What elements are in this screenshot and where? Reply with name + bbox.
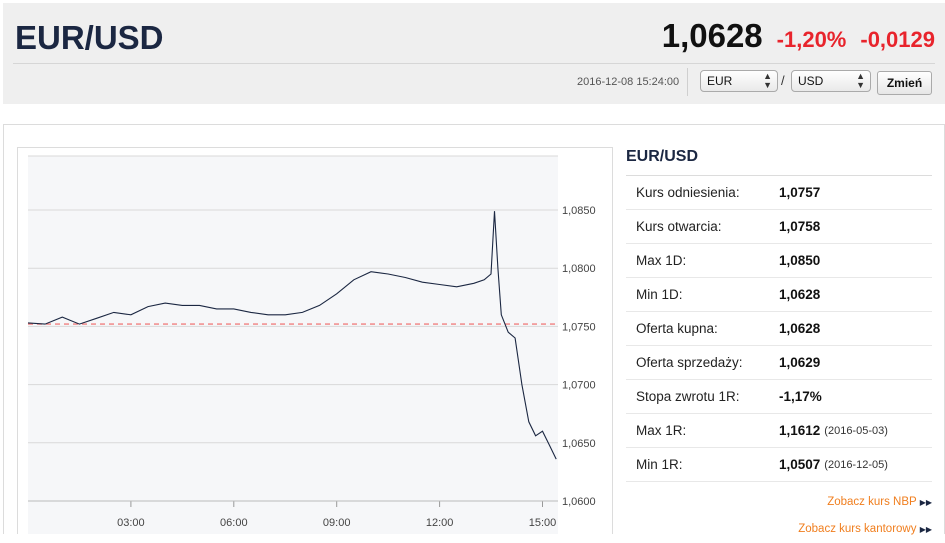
from-currency-value: EUR [707, 74, 733, 88]
y-tick-label: 1,0800 [562, 263, 596, 275]
y-tick-label: 1,0850 [562, 205, 596, 217]
header-divider [13, 63, 935, 64]
stats-date: (2016-12-05) [824, 458, 888, 471]
kantor-link-label: Zobacz kurs kantorowy [798, 523, 917, 535]
stats-value: 1,0758 [779, 219, 821, 234]
y-tick-label: 1,0750 [562, 321, 596, 333]
stats-row: Max 1D: 1,0850 [626, 244, 932, 278]
stats-row: Kurs odniesienia: 1,0757 [626, 176, 932, 210]
double-arrow-icon: ▶▶ [919, 525, 932, 534]
change-percent: -1,20% [776, 27, 847, 52]
to-currency-value: USD [798, 74, 824, 88]
stats-label: Min 1R: [636, 457, 683, 472]
stats-label: Min 1D: [636, 287, 683, 302]
stats-row: Stopa zwrotu 1R: -1,17% [626, 380, 932, 414]
stats-title: EUR/USD [626, 147, 932, 176]
stats-value: 1,0628 [779, 321, 821, 336]
x-tick-label: 09:00 [323, 517, 351, 529]
y-tick-label: 1,0600 [562, 496, 596, 508]
stats-label: Kurs odniesienia: [636, 185, 740, 200]
stats-label: Max 1D: [636, 253, 687, 268]
to-currency-select[interactable]: USD ▲ ▼ [791, 70, 871, 92]
from-currency-select[interactable]: EUR ▲ ▼ [700, 70, 778, 92]
quote-timestamp: 2016-12-08 15:24:00 [577, 76, 680, 88]
stats-row: Min 1R: 1,0507 (2016-12-05) [626, 448, 932, 482]
links: Zobacz kurs NBP ▶▶ Zobacz kurs kantorowy… [798, 489, 932, 543]
stats-table: Kurs odniesienia: 1,0757 Kurs otwarcia: 1,0… [626, 176, 932, 482]
stats-row: Min 1D: 1,0628 [626, 278, 932, 312]
change-absolute: -0,0129 [860, 27, 935, 52]
y-tick-label: 1,0650 [562, 438, 596, 450]
nbp-link-label: Zobacz kurs NBP [827, 496, 917, 508]
stats-date: (2016-05-03) [824, 424, 888, 437]
stats-value: 1,0507 [779, 457, 821, 472]
currency-separator: / [781, 73, 785, 88]
stats-value: 1,0850 [779, 253, 821, 268]
x-tick-label: 12:00 [426, 517, 454, 529]
stats-label: Oferta sprzedaży: [636, 355, 743, 370]
stats-row: Kurs otwarcia: 1,0758 [626, 210, 932, 244]
stats-label: Oferta kupna: [636, 321, 718, 336]
stats-value: 1,0629 [779, 355, 821, 370]
plot-area [28, 156, 558, 534]
stats-row: Oferta kupna: 1,0628 [626, 312, 932, 346]
page-title: EUR/USD [15, 19, 164, 56]
stats-value: 1,0628 [779, 287, 821, 302]
stats-value: 1,0757 [779, 185, 821, 200]
price-series-line [27, 211, 557, 460]
current-price: 1,0628 [661, 17, 763, 54]
stats-label: Stopa zwrotu 1R: [636, 389, 740, 404]
x-tick-label: 03:00 [117, 517, 145, 529]
stats-label: Kurs otwarcia: [636, 219, 722, 234]
select-arrows-icon: ▲ ▼ [856, 71, 865, 90]
kantor-link[interactable]: Zobacz kurs kantorowy ▶▶ [798, 516, 932, 543]
change-pair-button[interactable]: Zmień [877, 71, 932, 95]
y-tick-label: 1,0700 [562, 380, 596, 392]
price-summary: 1,0628 -1,20% -0,0129 [662, 17, 935, 55]
stats-panel: EUR/USD Kurs odniesienia: 1,0757 Kurs otwa… [626, 147, 932, 482]
toolbar-separator [687, 68, 688, 96]
chart-canvas: 1,0850 1,0800 1,0750 1,0700 1,0650 1,0600 03:0… [27, 155, 596, 534]
quote-header: EUR/USD 1,0628 -1,20% -0,0129 [3, 3, 945, 104]
stats-row: Max 1R: 1,1612 (2016-05-03) [626, 414, 932, 448]
nbp-link[interactable]: Zobacz kurs NBP ▶▶ [798, 489, 932, 516]
stats-label: Max 1R: [636, 423, 687, 438]
select-arrows-icon: ▲ ▼ [763, 71, 772, 90]
intraday-chart: 1,0850 1,0800 1,0750 1,0700 1,0650 1,0600 03:0… [17, 147, 613, 534]
stats-row: Oferta sprzedaży: 1,0629 [626, 346, 932, 380]
stats-value: 1,1612 [779, 423, 821, 438]
stats-value: -1,17% [779, 389, 822, 404]
x-tick-label: 06:00 [220, 517, 248, 529]
double-arrow-icon: ▶▶ [919, 498, 932, 507]
x-tick-label: 15:00 [529, 517, 557, 529]
